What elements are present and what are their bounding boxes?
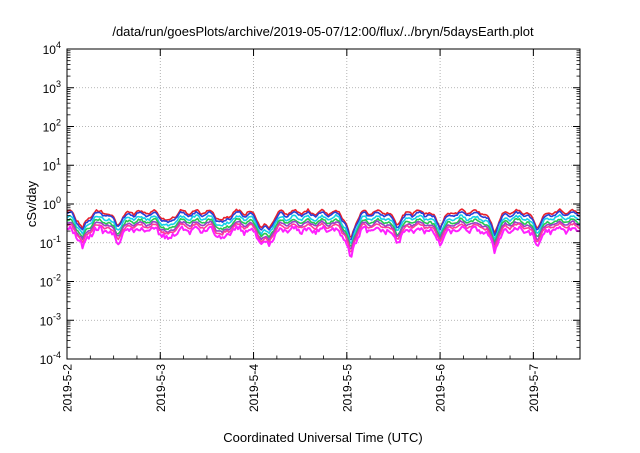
chart-title: /data/run/goesPlots/archive/2019-05-07/1… [112, 24, 534, 39]
series-line [66, 217, 581, 248]
x-tick-label: 2019-5-5 [340, 364, 354, 412]
axis-layer: 10-4 10-3 10-2 10-1 100 101 102 103 104 2019-5-2 2… [40, 40, 581, 412]
series-line [66, 225, 581, 258]
y-tick-label: 102 [43, 118, 61, 135]
x-tick-label: 2019-5-7 [527, 364, 541, 412]
y-tick-label: 100 [43, 195, 61, 212]
y-tick-label: 10-4 [40, 350, 61, 367]
series-layer [66, 208, 581, 258]
plot-frame [66, 48, 581, 360]
y-tick-label: 10-3 [40, 311, 61, 328]
x-tick-label: 2019-5-4 [247, 364, 261, 412]
y-tick-label: 104 [43, 40, 61, 57]
series-line [66, 210, 581, 241]
x-axis-label: Coordinated Universal Time (UTC) [223, 430, 422, 445]
x-tick-label: 2019-5-6 [434, 364, 448, 412]
x-tick-label: 2019-5-3 [154, 364, 168, 412]
series-line [66, 213, 581, 244]
grid-layer [67, 49, 580, 359]
y-tick-label: 10-2 [40, 273, 61, 290]
x-tick-label: 2019-5-2 [61, 364, 75, 412]
y-tick-label: 103 [43, 79, 61, 96]
y-tick-label: 101 [43, 156, 61, 173]
y-tick-label: 10-1 [40, 234, 61, 251]
series-line [66, 219, 581, 250]
y-axis-label: cSv/day [24, 180, 39, 227]
